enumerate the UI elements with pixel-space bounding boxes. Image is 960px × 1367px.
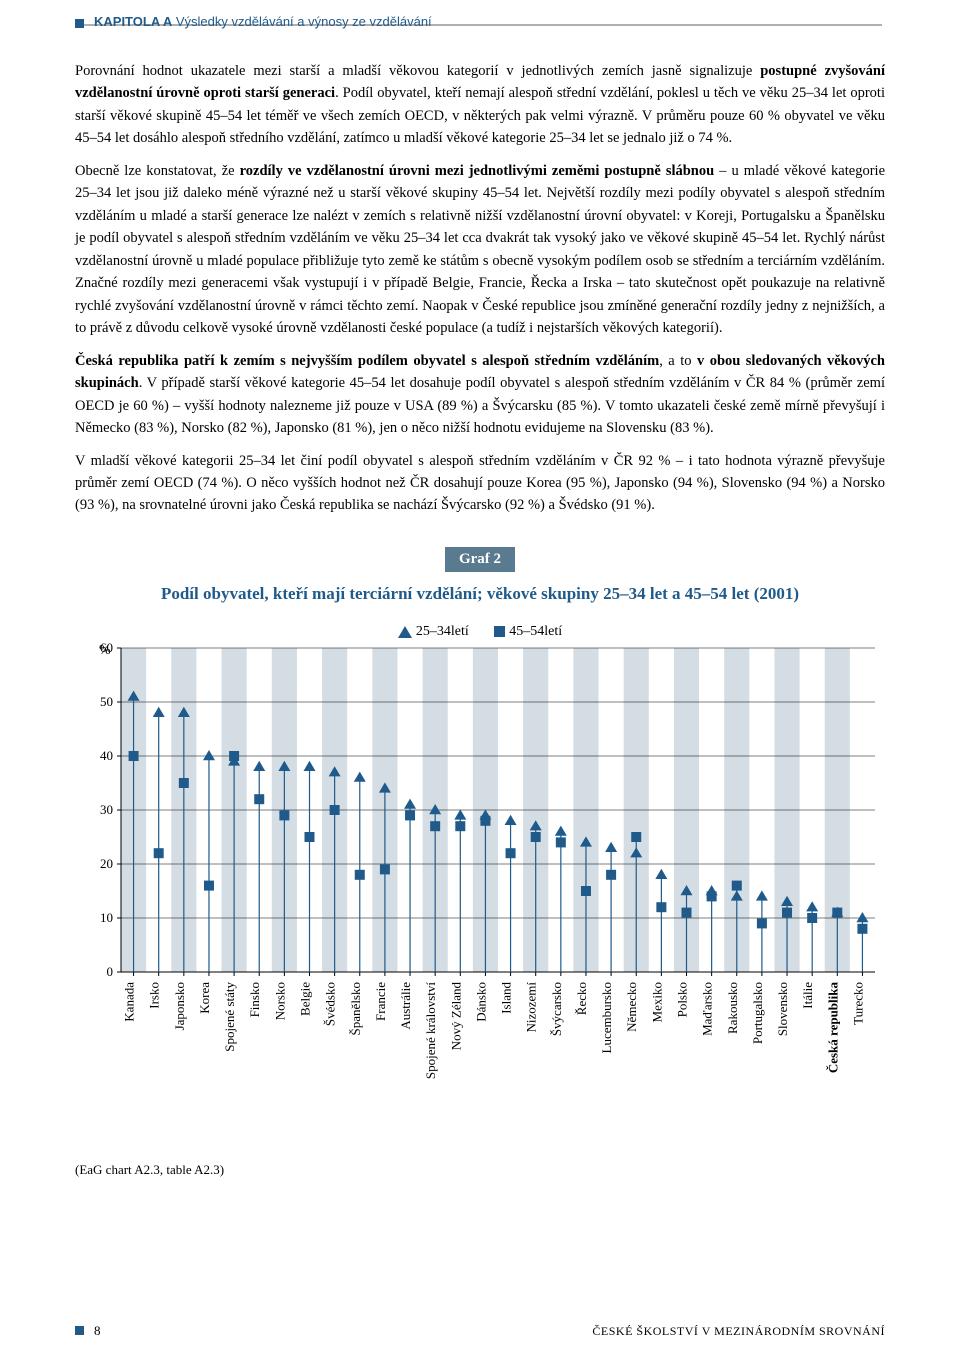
- text: Obecně lze konstatovat, že: [75, 163, 240, 179]
- svg-text:40: 40: [100, 748, 113, 763]
- svg-text:Nizozemí: Nizozemí: [524, 982, 539, 1033]
- svg-text:Korea: Korea: [197, 982, 212, 1014]
- svg-text:Řecko: Řecko: [574, 982, 589, 1015]
- triangle-icon: [398, 626, 412, 638]
- footer-right: ČESKÉ ŠKOLSTVÍ V MEZINÁRODNÍM SROVNÁNÍ: [592, 1324, 885, 1339]
- paragraph-3: Česká republika patří k zemím s nejvyšší…: [75, 350, 885, 440]
- chapter-header: KAPITOLA A Výsledky vzdělávání a výnosy …: [94, 14, 432, 29]
- svg-text:Irsko: Irsko: [147, 982, 162, 1009]
- chart-legend: 25–34letí 45–54letí: [75, 624, 885, 640]
- paragraph-1: Porovnání hodnot ukazatele mezi starší a…: [75, 60, 885, 150]
- svg-text:Švýcarsko: Švýcarsko: [549, 982, 564, 1036]
- svg-text:Portugalsko: Portugalsko: [750, 982, 765, 1044]
- svg-text:Belgie: Belgie: [298, 982, 313, 1016]
- svg-text:20: 20: [100, 856, 113, 871]
- text: , a to: [659, 353, 697, 369]
- svg-text:Španělsko: Španělsko: [348, 982, 363, 1035]
- text-bold: Česká republika patří k zemím s nejvyšší…: [75, 353, 659, 369]
- chart-footnote: (EaG chart A2.3, table A2.3): [75, 1162, 885, 1178]
- chart-svg: 0102030405060%KanadaIrskoJaponskoKoreaSp…: [75, 642, 885, 1102]
- legend-a: 25–34letí: [416, 624, 469, 639]
- svg-text:Turecko: Turecko: [850, 982, 865, 1025]
- square-icon: [494, 626, 505, 637]
- svg-text:Švédsko: Švédsko: [323, 982, 338, 1026]
- svg-text:30: 30: [100, 802, 113, 817]
- paragraph-2: Obecně lze konstatovat, že rozdíly ve vz…: [75, 160, 885, 340]
- svg-text:Spojené státy: Spojené státy: [222, 981, 237, 1051]
- svg-text:Lucembursko: Lucembursko: [599, 982, 614, 1053]
- svg-text:Česká republika: Česká republika: [825, 981, 840, 1073]
- text: V mladší věkové kategorii 25–34 let činí…: [75, 453, 885, 514]
- svg-text:Kanada: Kanada: [122, 982, 137, 1022]
- chart-block: Graf 2 Podíl obyvatel, kteří mají terciá…: [75, 547, 885, 1178]
- text-bold: rozdíly ve vzdělanostní úrovni mezi jedn…: [240, 163, 715, 179]
- svg-text:Austrálie: Austrálie: [398, 982, 413, 1030]
- svg-text:Norsko: Norsko: [272, 982, 287, 1020]
- svg-text:Německo: Německo: [624, 982, 639, 1032]
- header-bullet: [75, 19, 84, 28]
- svg-text:%: %: [99, 643, 111, 658]
- svg-text:Island: Island: [499, 981, 514, 1013]
- footer-bullet: [75, 1326, 84, 1335]
- text: . V případě starší věkové kategorie 45–5…: [75, 375, 885, 436]
- svg-text:Dánsko: Dánsko: [473, 982, 488, 1022]
- legend-b: 45–54letí: [509, 624, 562, 639]
- text: Porovnání hodnot ukazatele mezi starší a…: [75, 63, 760, 79]
- text: – u mladé věkové kategorie 25–34 let jso…: [75, 163, 885, 336]
- svg-text:0: 0: [107, 964, 114, 979]
- chart-number-box: Graf 2: [445, 547, 515, 572]
- page-number: 8: [94, 1323, 101, 1339]
- svg-text:10: 10: [100, 910, 113, 925]
- paragraph-4: V mladší věkové kategorii 25–34 let činí…: [75, 450, 885, 517]
- svg-text:Maďarsko: Maďarsko: [700, 982, 715, 1036]
- svg-text:Japonsko: Japonsko: [172, 982, 187, 1030]
- svg-text:Itálie: Itálie: [800, 982, 815, 1009]
- svg-text:Mexiko: Mexiko: [649, 982, 664, 1022]
- svg-text:Finsko: Finsko: [247, 982, 262, 1017]
- svg-text:Polsko: Polsko: [675, 982, 690, 1017]
- svg-text:Rakousko: Rakousko: [725, 982, 740, 1034]
- svg-text:Spojené království: Spojené království: [423, 982, 438, 1080]
- svg-text:Francie: Francie: [373, 982, 388, 1021]
- chapter-name: KAPITOLA A: [94, 14, 172, 29]
- chapter-subtitle: Výsledky vzdělávání a výnosy ze vzdělává…: [176, 14, 432, 29]
- svg-text:Nový Zéland: Nový Zéland: [448, 981, 463, 1050]
- chart-title: Podíl obyvatel, kteří mají terciární vzd…: [75, 584, 885, 604]
- svg-text:Slovensko: Slovensko: [775, 982, 790, 1036]
- svg-text:50: 50: [100, 694, 113, 709]
